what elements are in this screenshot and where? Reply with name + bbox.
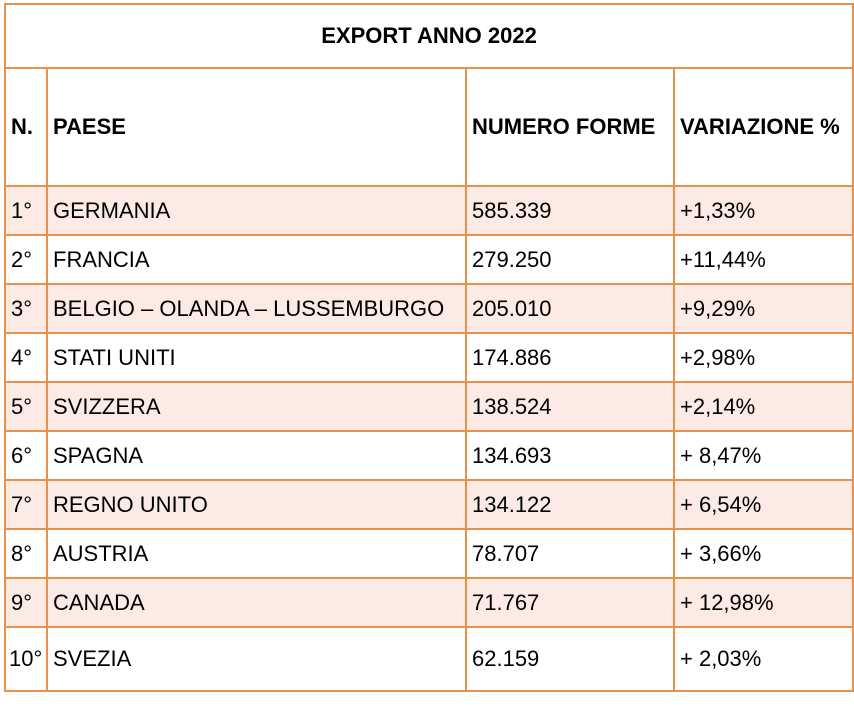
rank-cell: 9° <box>4 577 48 628</box>
rank-cell: 8° <box>4 528 48 579</box>
table-title-row: EXPORT ANNO 2022 <box>3 3 854 69</box>
header-country: PAESE <box>46 67 467 187</box>
country-cell: SVIZZERA <box>46 381 467 432</box>
change-cell: + 6,54% <box>672 479 854 530</box>
rank-cell: 4° <box>4 332 48 383</box>
quantity-cell: 78.707 <box>465 528 675 579</box>
export-table: EXPORT ANNO 2022 N. PAESE NUMERO FORME V… <box>3 3 854 692</box>
table-row: 5° SVIZZERA 138.524 +2,14% <box>4 381 854 432</box>
quantity-cell: 134.693 <box>465 430 675 481</box>
country-cell: AUSTRIA <box>46 528 467 579</box>
table-row: 3° BELGIO – OLANDA – LUSSEMBURGO 205.010… <box>4 283 854 334</box>
change-cell: + 8,47% <box>672 430 854 481</box>
change-cell: + 12,98% <box>672 577 854 628</box>
quantity-cell: 138.524 <box>465 381 675 432</box>
country-cell: GERMANIA <box>46 185 467 236</box>
quantity-cell: 62.159 <box>465 626 675 692</box>
table-row: 10° SVEZIA 62.159 + 2,03% <box>4 626 854 692</box>
change-cell: + 2,03% <box>672 626 854 692</box>
country-cell: REGNO UNITO <box>46 479 467 530</box>
country-cell: FRANCIA <box>46 234 467 285</box>
table-row: 6° SPAGNA 134.693 + 8,47% <box>4 430 854 481</box>
rank-cell: 2° <box>4 234 48 285</box>
header-quantity: NUMERO FORME <box>465 67 675 187</box>
table-row: 8° AUSTRIA 78.707 + 3,66% <box>4 528 854 579</box>
country-cell: SPAGNA <box>46 430 467 481</box>
header-rank: N. <box>4 67 48 187</box>
rank-cell: 5° <box>4 381 48 432</box>
quantity-cell: 134.122 <box>465 479 675 530</box>
change-cell: +11,44% <box>672 234 854 285</box>
country-cell: CANADA <box>46 577 467 628</box>
rank-cell: 1° <box>4 185 48 236</box>
change-cell: + 3,66% <box>672 528 854 579</box>
change-cell: +9,29% <box>672 283 854 334</box>
quantity-cell: 174.886 <box>465 332 675 383</box>
country-cell: SVEZIA <box>46 626 467 692</box>
header-change: VARIAZIONE % <box>672 67 854 187</box>
quantity-cell: 279.250 <box>465 234 675 285</box>
table-row: 2° FRANCIA 279.250 +11,44% <box>4 234 854 285</box>
change-cell: +1,33% <box>672 185 854 236</box>
table-row: 1° GERMANIA 585.339 +1,33% <box>4 185 854 236</box>
country-cell: STATI UNITI <box>46 332 467 383</box>
rank-cell: 7° <box>4 479 48 530</box>
quantity-cell: 585.339 <box>465 185 675 236</box>
country-cell: BELGIO – OLANDA – LUSSEMBURGO <box>46 283 467 334</box>
table-row: 9° CANADA 71.767 + 12,98% <box>4 577 854 628</box>
table-row: 7° REGNO UNITO 134.122 + 6,54% <box>4 479 854 530</box>
rank-cell: 10° <box>4 626 48 692</box>
rank-cell: 3° <box>4 283 48 334</box>
table-header-row: N. PAESE NUMERO FORME VARIAZIONE % <box>4 67 854 187</box>
quantity-cell: 71.767 <box>465 577 675 628</box>
rank-cell: 6° <box>4 430 48 481</box>
change-cell: +2,14% <box>672 381 854 432</box>
table-row: 4° STATI UNITI 174.886 +2,98% <box>4 332 854 383</box>
table-title: EXPORT ANNO 2022 <box>3 3 854 69</box>
quantity-cell: 205.010 <box>465 283 675 334</box>
change-cell: +2,98% <box>672 332 854 383</box>
